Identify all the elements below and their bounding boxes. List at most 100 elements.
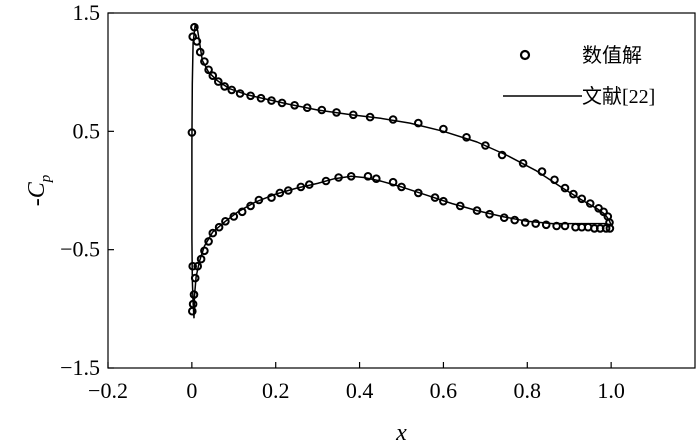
data-point	[190, 273, 200, 283]
y-tick-label: −1.5	[60, 355, 100, 380]
data-point	[254, 195, 264, 205]
data-point	[599, 207, 608, 217]
data-point	[518, 159, 528, 168]
data-point	[510, 215, 520, 225]
data-point	[571, 222, 580, 232]
legend-label-reference: 文献[22]	[582, 85, 655, 108]
data-point	[439, 196, 448, 206]
data-point	[227, 85, 236, 95]
data-point	[541, 220, 551, 230]
data-point	[221, 217, 230, 226]
data-point	[430, 193, 440, 202]
data-point	[196, 254, 206, 264]
reference-line	[191, 24, 612, 319]
x-tick-label: 0	[186, 378, 197, 403]
axis-ticks: −0.2 0 0.2 0.4 0.6 0.8 1.0 1.5 0.5 −0.5 −1.5	[60, 0, 625, 403]
data-point	[214, 77, 223, 86]
data-point	[455, 201, 465, 211]
data-point	[414, 118, 423, 128]
data-point	[363, 172, 373, 181]
data-point	[290, 101, 299, 110]
data-point	[188, 306, 197, 316]
data-point	[388, 115, 398, 124]
data-point	[237, 207, 247, 217]
data-point	[321, 176, 331, 186]
plot-area	[107, 12, 696, 369]
data-point	[537, 167, 547, 176]
data-point	[334, 173, 343, 182]
data-point	[190, 22, 199, 32]
data-point	[569, 189, 578, 199]
y-tick-label: 0.5	[73, 118, 101, 143]
data-point	[246, 201, 255, 211]
y-axis-label-subscript: p	[38, 174, 54, 183]
y-tick-label: −0.5	[60, 237, 100, 262]
y-axis-label-main: -C	[24, 181, 50, 206]
data-point	[267, 193, 276, 202]
y-tick-label: 1.5	[73, 0, 101, 25]
data-point	[372, 174, 381, 183]
data-point	[346, 172, 356, 181]
data-point	[497, 150, 507, 160]
x-axis-label: x	[395, 420, 407, 446]
data-point	[214, 222, 224, 232]
x-tick-label: 1.0	[597, 378, 625, 403]
data-point	[552, 221, 561, 231]
plot-frame	[107, 12, 696, 369]
data-point	[585, 199, 595, 208]
data-point	[188, 32, 197, 42]
data-point	[246, 91, 255, 101]
data-point	[550, 175, 559, 185]
data-point	[499, 213, 509, 222]
data-point	[349, 110, 358, 120]
data-point	[472, 206, 482, 215]
x-tick-label: 0.4	[346, 378, 374, 403]
data-point	[284, 186, 293, 195]
reference-line-series	[191, 24, 612, 319]
data-point	[388, 177, 398, 187]
data-point	[485, 209, 494, 219]
x-tick-label: 0.8	[514, 378, 542, 403]
data-point	[267, 96, 276, 105]
data-point	[481, 141, 490, 150]
data-point	[277, 98, 287, 108]
data-point	[605, 224, 615, 233]
data-point	[220, 82, 229, 91]
legend: 数值解 文献[22]	[503, 44, 655, 108]
data-point	[193, 261, 202, 271]
data-point	[188, 261, 197, 271]
data-point	[520, 218, 530, 227]
data-point	[560, 221, 570, 231]
legend-marker-numerical	[519, 49, 531, 61]
data-point	[302, 103, 312, 112]
data-point	[235, 89, 245, 98]
y-axis-label: -Cp	[24, 174, 54, 206]
data-point	[256, 93, 266, 103]
legend-label-numerical: 数值解	[582, 44, 642, 67]
data-point	[560, 183, 570, 193]
data-point	[439, 124, 448, 134]
data-point	[192, 37, 202, 46]
data-point	[275, 188, 285, 198]
data-point	[332, 108, 341, 117]
x-tick-label: 0.2	[262, 378, 290, 403]
x-tick-label: 0.6	[430, 378, 458, 403]
data-point	[365, 112, 375, 122]
data-point	[187, 128, 197, 137]
data-point	[204, 65, 213, 75]
data-point	[317, 105, 327, 115]
data-point	[397, 182, 406, 192]
data-point	[577, 194, 587, 204]
data-point	[296, 182, 306, 192]
data-point	[200, 57, 209, 66]
x-tick-label: −0.2	[88, 378, 128, 403]
data-point	[208, 228, 218, 238]
data-point	[200, 246, 209, 256]
data-point	[462, 133, 471, 142]
numerical-marker-series	[187, 22, 615, 316]
svg-text:-Cp: -Cp	[24, 174, 54, 206]
data-point	[414, 188, 423, 198]
data-point	[229, 212, 239, 221]
data-point	[204, 237, 213, 246]
